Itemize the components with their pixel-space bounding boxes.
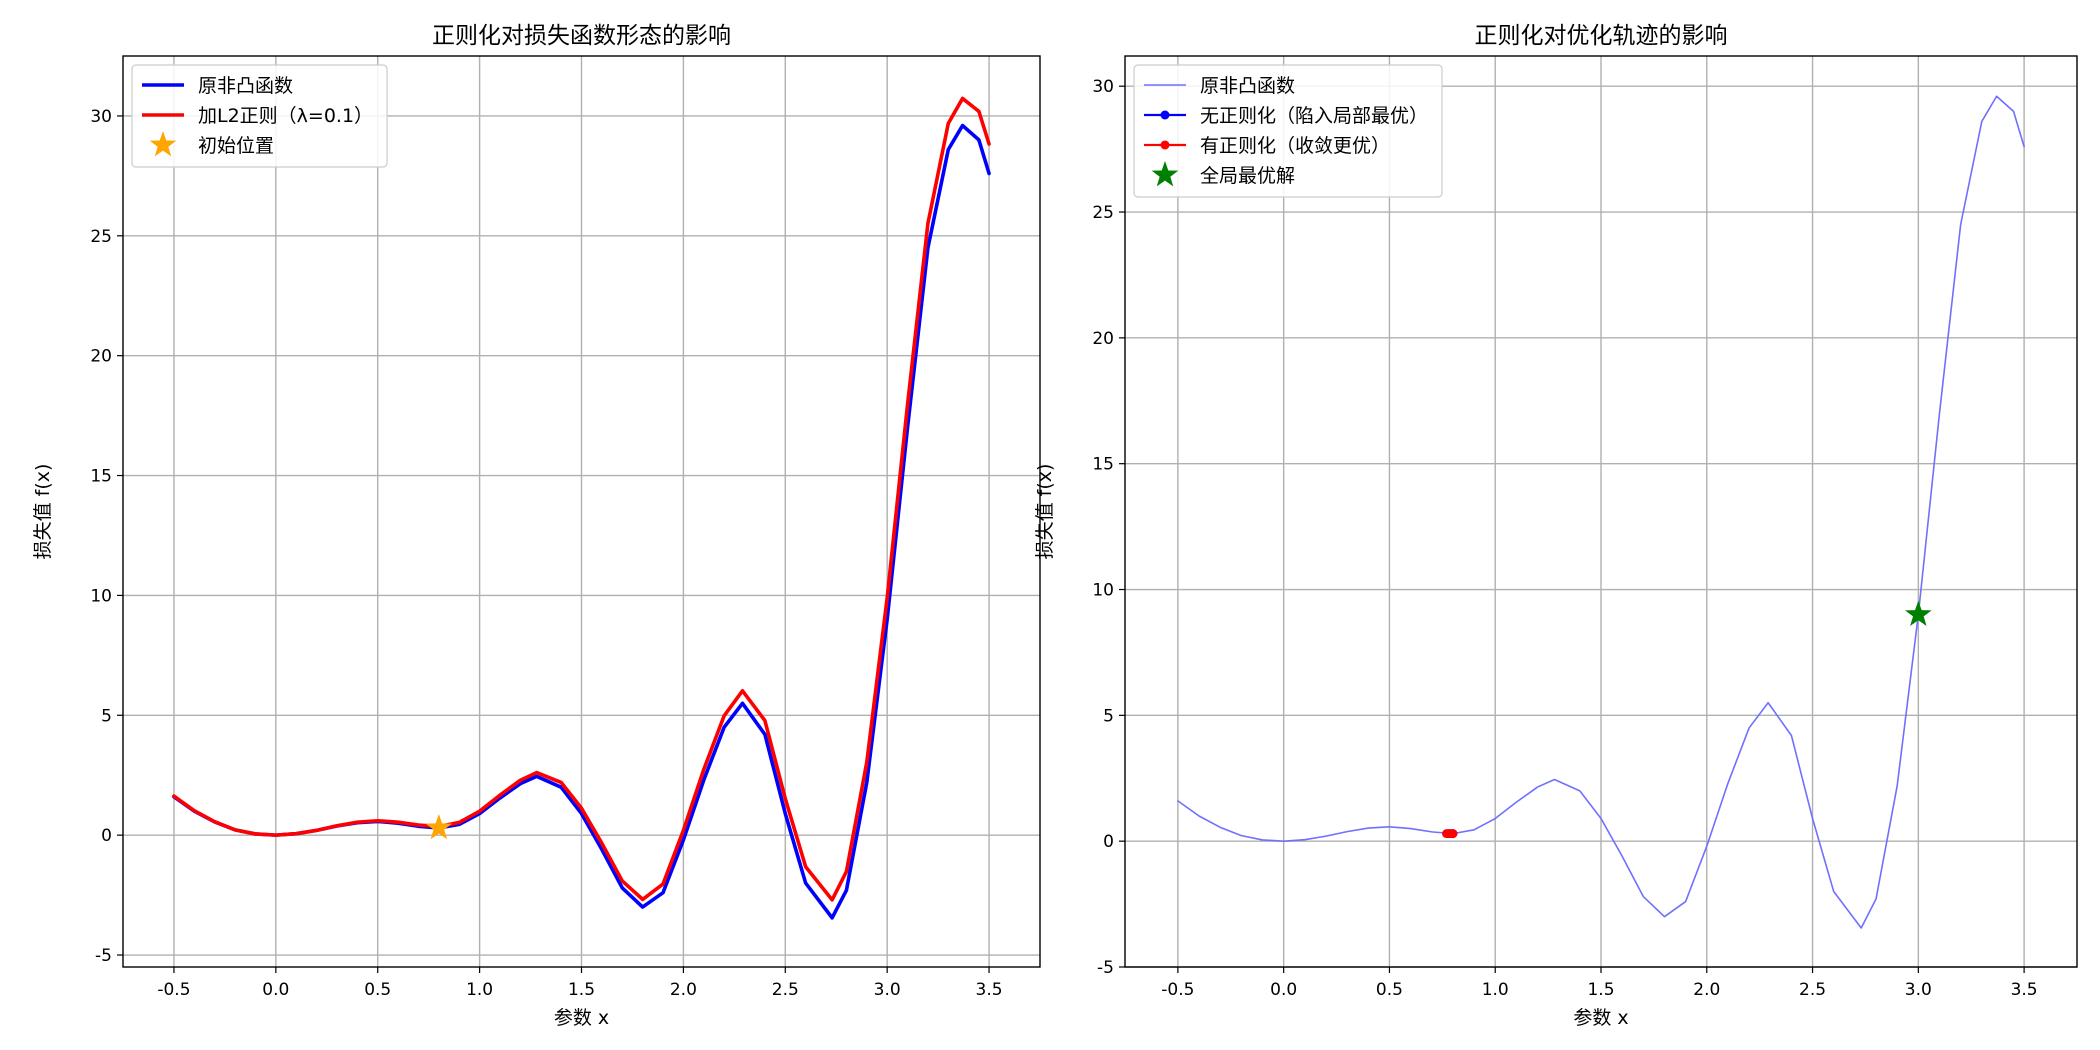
plot-area — [1177, 95, 2025, 929]
x-tick-label: 1.5 — [1587, 980, 1614, 1000]
x-tick-label: -0.5 — [1161, 980, 1194, 1000]
y-tick-label: 20 — [90, 347, 112, 367]
x-tick-label: 0.5 — [364, 980, 391, 1000]
y-axis-label: 损失值 f(x) — [1034, 464, 1056, 560]
series-point — [1448, 829, 1458, 839]
chart-panel-1: -0.5 0.0 0.5 1.0 1.5 2.0 2.5 3.0 3.5 -5 0 5 10 15 20 25… — [32, 23, 1041, 1029]
y-axis-label: 损失值 f(x) — [32, 464, 54, 560]
x-tick-label: 2.5 — [772, 980, 799, 1000]
x-tick-label: 2.0 — [670, 980, 697, 1000]
x-axis-label: 参数 x — [1573, 1007, 1628, 1029]
x-tick-label: 3.0 — [1905, 980, 1932, 1000]
legend-box — [131, 64, 388, 168]
y-tick-label: -5 — [95, 946, 112, 966]
y-tick-label: 15 — [90, 467, 112, 487]
y-tick-label: 25 — [1092, 203, 1114, 223]
legend-star-marker — [1151, 161, 1179, 187]
y-tick-label: 5 — [101, 706, 112, 726]
x-tick-label: 0.0 — [262, 980, 289, 1000]
x-tick-label: 3.5 — [976, 980, 1003, 1000]
legend-star-marker — [149, 131, 177, 157]
y-tick-label: 15 — [1092, 455, 1114, 475]
legend-entry-label: 加L2正则（λ=0.1） — [198, 105, 373, 127]
x-axis-label: 参数 x — [554, 1007, 609, 1029]
y-tick-label: 0 — [1103, 832, 1114, 852]
legend-entry-label: 全局最优解 — [1200, 165, 1295, 187]
x-tick-label: 1.0 — [466, 980, 493, 1000]
legend-point-swatch — [1160, 110, 1170, 120]
y-tick-label: 30 — [1092, 77, 1114, 97]
y-tick-label: 20 — [1092, 329, 1114, 349]
legend-entry-label: 有正则化（收敛更优） — [1200, 135, 1390, 157]
star-marker — [425, 813, 453, 840]
legend-box — [1133, 64, 1443, 198]
legend-entry-label: 初始位置 — [198, 135, 274, 157]
y-tick-label: 10 — [1092, 581, 1114, 601]
y-tick-label: 25 — [90, 227, 112, 247]
x-tick-label: 2.5 — [1799, 980, 1826, 1000]
x-tick-label: 3.5 — [2011, 980, 2038, 1000]
star-marker — [1905, 600, 1932, 627]
plot-area — [172, 96, 991, 920]
x-tick-label: 0.0 — [1270, 980, 1297, 1000]
y-tick-label: 10 — [90, 586, 112, 606]
chart-title: 正则化对优化轨迹的影响 — [1475, 23, 1728, 49]
legend-entry-label: 无正则化（陷入局部最优） — [1200, 105, 1428, 127]
legend-point-swatch — [1160, 140, 1170, 150]
series-line-2 — [172, 96, 991, 902]
chart-title: 正则化对损失函数形态的影响 — [432, 23, 731, 49]
y-tick-label: 30 — [90, 107, 112, 127]
chart-panel-2: -0.5 0.0 0.5 1.0 1.5 2.0 2.5 3.0 3.5 -5 0 5 10 15 20 25… — [1034, 23, 2078, 1029]
legend-entry-label: 原非凸函数 — [1200, 75, 1295, 97]
x-tick-label: 1.5 — [568, 980, 595, 1000]
x-tick-label: 3.0 — [874, 980, 901, 1000]
x-tick-label: 0.5 — [1376, 980, 1403, 1000]
x-tick-label: 2.0 — [1693, 980, 1720, 1000]
y-tick-label: -5 — [1097, 958, 1114, 978]
y-tick-label: 5 — [1103, 706, 1114, 726]
series-line-1 — [1177, 95, 2025, 929]
x-tick-label: -0.5 — [157, 980, 190, 1000]
legend-entry-label: 原非凸函数 — [198, 75, 293, 97]
x-tick-label: 1.0 — [1482, 980, 1509, 1000]
y-tick-label: 0 — [101, 826, 112, 846]
